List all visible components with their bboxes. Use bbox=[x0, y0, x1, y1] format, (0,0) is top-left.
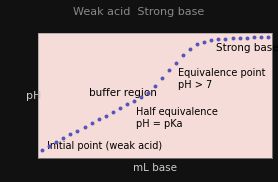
Point bbox=[230, 36, 235, 39]
Point bbox=[216, 38, 221, 41]
Point bbox=[153, 84, 157, 87]
Text: Weak acid  Strong base: Weak acid Strong base bbox=[73, 7, 205, 17]
Text: Half equivalence
pH = pKa: Half equivalence pH = pKa bbox=[136, 107, 218, 129]
Point bbox=[265, 35, 270, 38]
Point bbox=[195, 43, 200, 46]
Text: Equivalence point
pH > 7: Equivalence point pH > 7 bbox=[178, 68, 266, 90]
X-axis label: mL base: mL base bbox=[133, 163, 177, 173]
Point bbox=[174, 62, 178, 64]
Point bbox=[54, 141, 59, 143]
Point bbox=[40, 148, 44, 151]
Point bbox=[75, 129, 80, 132]
Point bbox=[160, 76, 164, 79]
Point bbox=[259, 35, 263, 38]
Point bbox=[202, 40, 207, 43]
Point bbox=[125, 103, 129, 106]
Point bbox=[110, 110, 115, 113]
Point bbox=[89, 122, 94, 125]
Point bbox=[251, 35, 256, 38]
Text: Initial point (weak acid): Initial point (weak acid) bbox=[47, 141, 162, 151]
Point bbox=[237, 36, 242, 39]
Point bbox=[209, 39, 214, 42]
Point bbox=[103, 114, 108, 117]
Point bbox=[47, 144, 51, 147]
Point bbox=[96, 118, 101, 121]
Point bbox=[167, 69, 171, 72]
Point bbox=[188, 48, 192, 51]
Point bbox=[131, 99, 136, 102]
Point bbox=[244, 36, 249, 39]
Point bbox=[139, 95, 143, 98]
Point bbox=[146, 92, 150, 94]
Point bbox=[68, 133, 73, 136]
Point bbox=[223, 38, 228, 41]
Point bbox=[181, 54, 185, 57]
Y-axis label: pH: pH bbox=[26, 91, 41, 100]
Point bbox=[82, 126, 87, 128]
Point bbox=[118, 107, 122, 110]
Text: buffer region: buffer region bbox=[89, 88, 157, 98]
Text: Strong base: Strong base bbox=[216, 43, 278, 53]
Point bbox=[61, 137, 66, 140]
